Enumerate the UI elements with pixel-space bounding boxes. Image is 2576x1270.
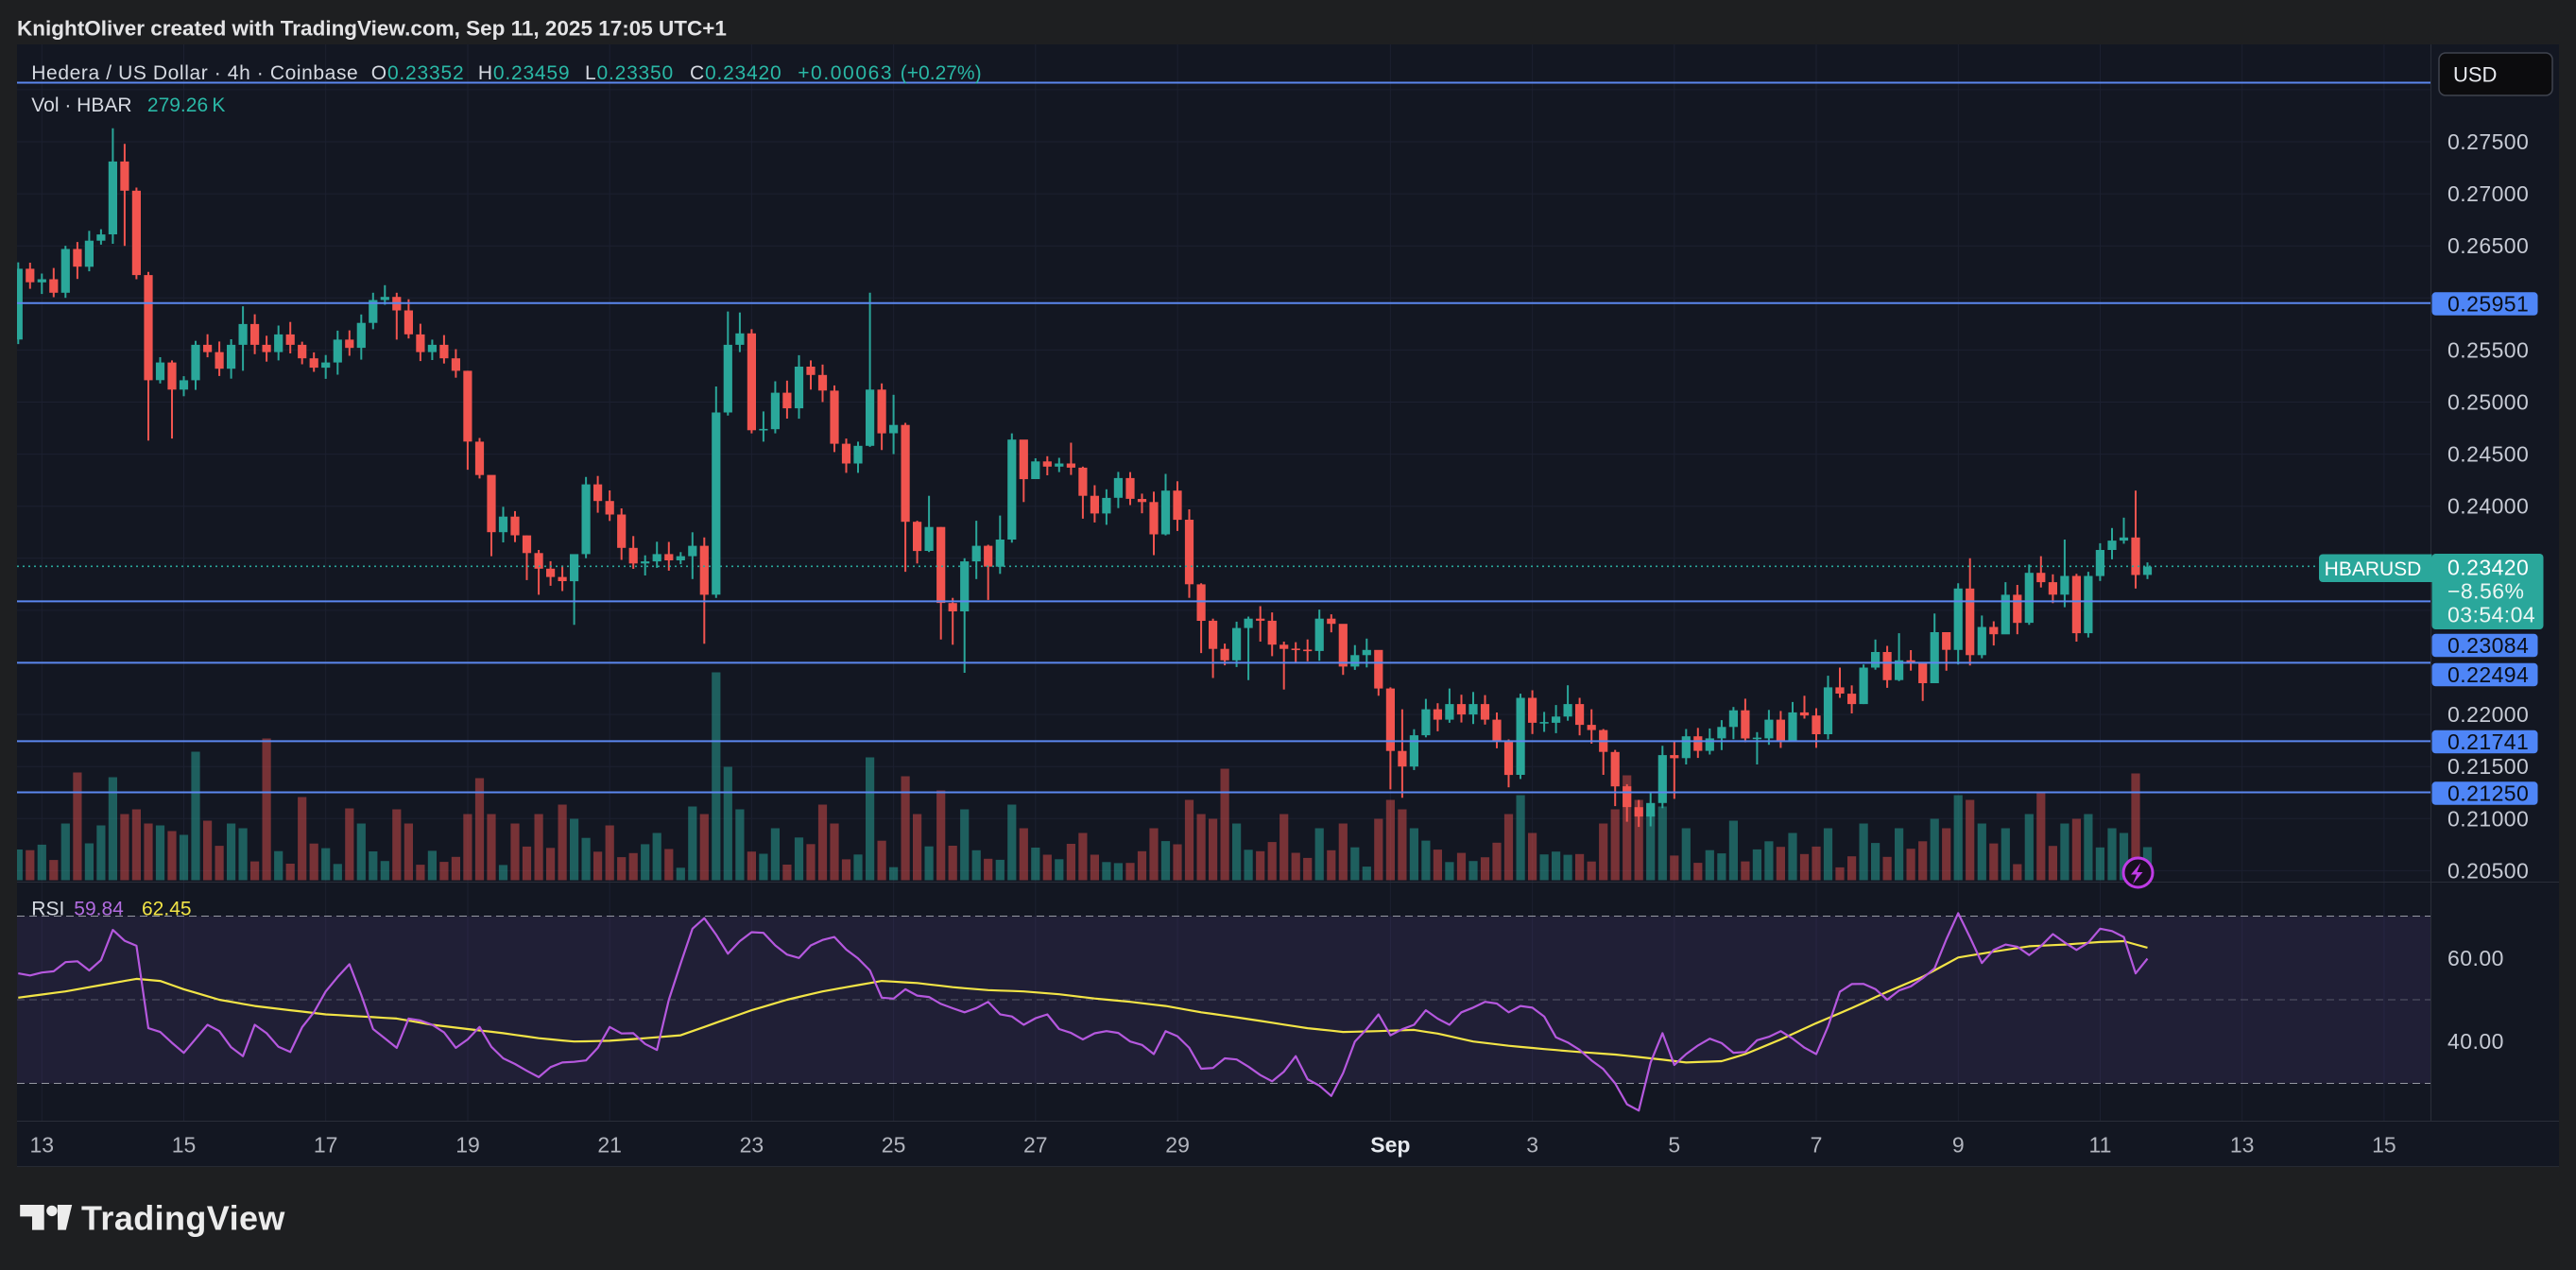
svg-text:0.25000: 0.25000: [2447, 390, 2529, 415]
svg-text:C0.23420: C0.23420: [690, 62, 781, 84]
svg-text:21: 21: [597, 1133, 622, 1158]
svg-text:7: 7: [1811, 1133, 1823, 1158]
svg-text:60.00: 60.00: [2447, 946, 2504, 970]
svg-text:0.24500: 0.24500: [2447, 442, 2529, 467]
svg-text:0.21741: 0.21741: [2447, 729, 2529, 754]
svg-text:3: 3: [1526, 1133, 1538, 1158]
svg-text:13: 13: [30, 1133, 55, 1158]
svg-text:62.45: 62.45: [142, 899, 192, 920]
svg-text:25: 25: [882, 1133, 906, 1158]
svg-text:−8.56%: −8.56%: [2447, 579, 2524, 604]
svg-text:+0.00063: +0.00063: [798, 62, 893, 84]
svg-text:5: 5: [1668, 1133, 1680, 1158]
svg-text:(+0.27%): (+0.27%): [901, 62, 982, 84]
svg-text:13: 13: [2230, 1133, 2255, 1158]
svg-text:40.00: 40.00: [2447, 1029, 2504, 1054]
svg-text:19: 19: [455, 1133, 480, 1158]
svg-text:15: 15: [172, 1133, 197, 1158]
svg-text:H0.23459: H0.23459: [478, 62, 570, 84]
svg-text:11: 11: [2089, 1133, 2112, 1158]
svg-text:0.23084: 0.23084: [2447, 633, 2529, 658]
svg-text:L0.23350: L0.23350: [585, 62, 674, 84]
svg-text:23: 23: [740, 1133, 764, 1158]
svg-text:27: 27: [1023, 1133, 1048, 1158]
svg-text:TradingView: TradingView: [81, 1199, 285, 1238]
svg-text:279.26 K: 279.26 K: [147, 94, 225, 116]
svg-text:0.27000: 0.27000: [2447, 181, 2529, 206]
svg-text:0.21250: 0.21250: [2447, 781, 2529, 806]
svg-text:29: 29: [1165, 1133, 1190, 1158]
svg-text:HBARUSD: HBARUSD: [2325, 558, 2422, 580]
svg-text:Sep: Sep: [1370, 1133, 1410, 1158]
svg-text:0.20500: 0.20500: [2447, 858, 2529, 883]
svg-text:KnightOliver created with Trad: KnightOliver created with TradingView.co…: [17, 17, 727, 41]
svg-text:0.22494: 0.22494: [2447, 662, 2529, 687]
svg-text:RSI: RSI: [31, 899, 64, 920]
svg-text:0.24000: 0.24000: [2447, 494, 2529, 519]
svg-text:0.21000: 0.21000: [2447, 806, 2529, 831]
svg-text:0.23420: 0.23420: [2447, 556, 2529, 580]
svg-text:0.25951: 0.25951: [2447, 292, 2529, 317]
svg-text:0.25500: 0.25500: [2447, 337, 2529, 362]
svg-text:0.22000: 0.22000: [2447, 702, 2529, 727]
svg-text:USD: USD: [2453, 63, 2497, 87]
svg-text:0.26500: 0.26500: [2447, 233, 2529, 258]
svg-text:15: 15: [2372, 1133, 2396, 1158]
svg-text:9: 9: [1952, 1133, 1965, 1158]
svg-text:0.21500: 0.21500: [2447, 754, 2529, 779]
svg-text:0.27500: 0.27500: [2447, 129, 2529, 154]
svg-text:59.84: 59.84: [74, 899, 124, 920]
svg-text:Hedera / US Dollar · 4h · Coin: Hedera / US Dollar · 4h · Coinbase: [31, 62, 358, 84]
svg-text:17: 17: [314, 1133, 338, 1158]
svg-text:Vol · HBAR: Vol · HBAR: [31, 94, 131, 116]
svg-text:03:54:04: 03:54:04: [2447, 603, 2535, 627]
svg-text:O0.23352: O0.23352: [371, 62, 465, 84]
